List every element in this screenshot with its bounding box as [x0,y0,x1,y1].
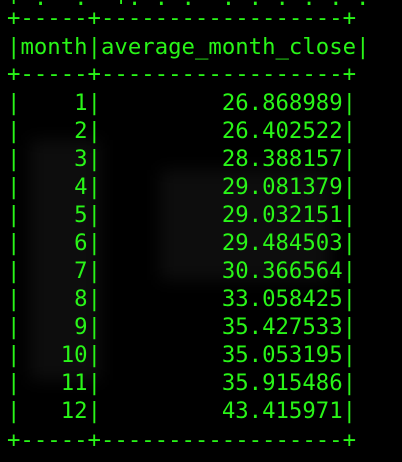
background-shadow-left [30,140,100,380]
table-row: | 1| 26.868989| [7,90,357,116]
cell-month: 1 [74,90,88,116]
background-shadow-right [160,170,330,280]
cell-average-month-close: 26.868989 [221,90,343,116]
cell-month: 11 [60,370,88,396]
cell-average-month-close: 35.915486 [221,370,343,396]
cell-average-month-close: 26.402522 [221,118,343,144]
table-row: | 6| 29.484503| [7,230,357,256]
cell-month: 3 [74,146,88,172]
cell-average-month-close: 43.415971 [221,398,343,424]
cell-month: 7 [74,258,88,284]
table-row: | 4| 29.081379| [7,174,357,200]
table-row: | 5| 29.032151| [7,202,357,228]
table-row: | 9| 35.427533| [7,314,357,340]
table-border-bottom: +-----+------------------+ [7,427,357,453]
cell-average-month-close: 35.053195 [221,342,343,368]
cell-average-month-close: 30.366564 [221,258,343,284]
table-row: | 2| 26.402522| [7,118,357,144]
table-header-row: |month|average_month_close| [7,34,370,60]
cell-average-month-close: 29.484503 [221,230,343,256]
cell-month: 2 [74,118,88,144]
table-row: | 11| 35.915486| [7,370,357,396]
table-row: | 10| 35.053195| [7,342,357,368]
table-border-header: +-----+------------------+ [7,61,357,87]
table-row: | 12| 43.415971| [7,398,357,424]
cell-month: 6 [74,230,88,256]
table-border-top: +-----+------------------+ [7,5,357,31]
cell-month: 4 [74,174,88,200]
cell-month: 12 [60,398,88,424]
table-row: | 3| 28.388157| [7,146,357,172]
cell-month: 5 [74,202,88,228]
cell-average-month-close: 29.032151 [221,202,343,228]
cell-average-month-close: 29.081379 [221,174,343,200]
cell-average-month-close: 35.427533 [221,314,343,340]
table-row: | 7| 30.366564| [7,258,357,284]
cell-average-month-close: 33.058425 [221,286,343,312]
cell-month: 8 [74,286,88,312]
column-header-month: month [20,34,88,60]
cell-month: 9 [74,314,88,340]
column-header-average-month-close: average_month_close [101,34,357,60]
cell-average-month-close: 28.388157 [221,146,343,172]
top-partial-line: +-. -. -+. . . -. . . . . . -+ [7,0,402,12]
table-row: | 8| 33.058425| [7,286,357,312]
cell-month: 10 [60,342,88,368]
